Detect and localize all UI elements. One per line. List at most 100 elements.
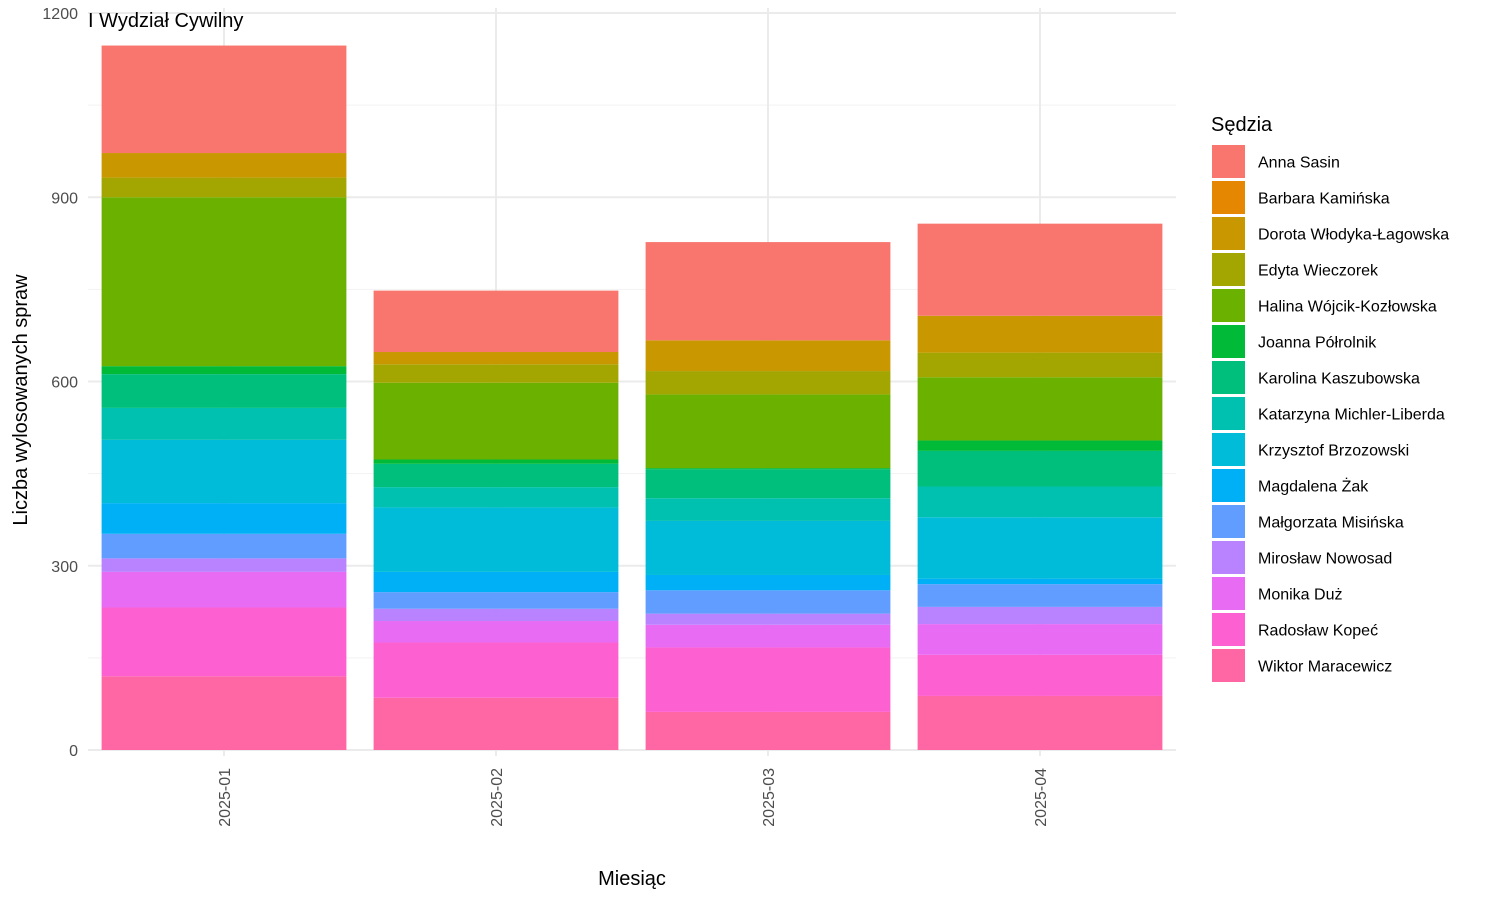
- legend-swatch: [1212, 577, 1245, 610]
- bar-segment: [101, 197, 347, 367]
- bar-segment: [101, 676, 347, 750]
- bar-segment: [373, 642, 619, 698]
- bar-segment: [917, 517, 1163, 579]
- legend-swatch: [1212, 145, 1245, 178]
- y-axis-label: Liczba wylosowanych spraw: [10, 274, 32, 526]
- chart-title: I Wydział Cywilny: [88, 10, 243, 32]
- bar-segment: [917, 606, 1163, 625]
- bar-segment: [373, 487, 619, 508]
- bar-segment: [645, 340, 891, 372]
- legend-label: Małgorzata Misińska: [1258, 515, 1404, 532]
- bar-segment: [101, 571, 347, 608]
- bar-segment: [645, 613, 891, 625]
- bar-segment: [101, 177, 347, 198]
- bar-segment: [645, 371, 891, 395]
- bar-segment: [373, 290, 619, 353]
- bar-segment: [917, 578, 1163, 585]
- y-tick-label: 0: [69, 743, 78, 760]
- legend-label: Monika Duż: [1258, 587, 1342, 604]
- legend-swatch: [1212, 649, 1245, 682]
- bars: [101, 45, 1163, 750]
- bar-segment: [645, 468, 891, 470]
- legend-label: Dorota Włodyka-Łagowska: [1258, 227, 1449, 244]
- bar-segment: [917, 624, 1163, 655]
- bar-segment: [917, 584, 1163, 607]
- legend-swatch: [1212, 505, 1245, 538]
- bar-segment: [645, 394, 891, 469]
- bar-segment: [645, 647, 891, 712]
- legend-label: Magdalena Żak: [1258, 477, 1369, 496]
- x-tick-label: 2025-03: [761, 768, 778, 827]
- bar-segment: [917, 315, 1163, 353]
- legend-swatch: [1212, 433, 1245, 466]
- legend-swatch: [1212, 361, 1245, 394]
- legend-label: Wiktor Maracewicz: [1258, 659, 1392, 676]
- bar-segment: [101, 366, 347, 375]
- legend-label: Katarzyna Michler-Liberda: [1258, 407, 1445, 424]
- bar-segment: [917, 440, 1163, 451]
- bar-segment: [917, 654, 1163, 696]
- bar-segment: [101, 558, 347, 572]
- bar-segment: [373, 382, 619, 460]
- bar-segment: [101, 153, 347, 178]
- y-tick-label: 900: [51, 190, 78, 207]
- legend-label: Radosław Kopeć: [1258, 623, 1378, 640]
- legend-title: Sędzia: [1211, 114, 1273, 136]
- x-tick-label: 2025-01: [217, 768, 234, 827]
- bar-segment: [373, 621, 619, 643]
- bar-segment: [917, 695, 1163, 750]
- bar-segment: [101, 503, 347, 534]
- bar-segment: [373, 592, 619, 609]
- bar-segment: [645, 711, 891, 750]
- bar-segment: [373, 459, 619, 464]
- legend-label: Anna Sasin: [1258, 155, 1340, 172]
- bar-segment: [917, 486, 1163, 518]
- bar-segment: [101, 607, 347, 677]
- x-tick-label: 2025-04: [1033, 768, 1050, 827]
- bar-segment: [645, 590, 891, 614]
- bar-segment: [645, 498, 891, 521]
- bar-segment: [373, 352, 619, 365]
- bar-segment: [373, 571, 619, 593]
- legend-label: Mirosław Nowosad: [1258, 551, 1392, 568]
- bar-segment: [917, 450, 1163, 487]
- legend: Sędzia Anna Sasin Barbara Kamińska Dorota …: [1211, 114, 1449, 682]
- legend-swatch: [1212, 217, 1245, 250]
- legend-label: Joanna Półrolnik: [1258, 335, 1377, 352]
- bar-segment: [101, 533, 347, 559]
- bar-segment: [373, 463, 619, 488]
- legend-swatch: [1212, 289, 1245, 322]
- y-tick-label: 600: [51, 375, 78, 392]
- legend-label: Edyta Wieczorek: [1258, 263, 1379, 280]
- bar-segment: [645, 242, 891, 341]
- bar-segment: [645, 624, 891, 648]
- legend-label: Karolina Kaszubowska: [1258, 371, 1420, 388]
- legend-label: Halina Wójcik-Kozłowska: [1258, 299, 1437, 316]
- legend-swatch: [1212, 397, 1245, 430]
- legend-label: Krzysztof Brzozowski: [1258, 443, 1409, 460]
- y-tick-label: 300: [51, 559, 78, 576]
- legend-label: Barbara Kamińska: [1258, 191, 1390, 208]
- legend-swatch: [1212, 541, 1245, 574]
- bar-segment: [373, 364, 619, 383]
- bar-segment: [917, 377, 1163, 441]
- bar-segment: [101, 439, 347, 504]
- bar-segment: [373, 608, 619, 622]
- bar-segment: [373, 697, 619, 750]
- bar-segment: [101, 374, 347, 408]
- bar-segment: [645, 574, 891, 591]
- bar-segment: [645, 469, 891, 499]
- legend-swatch: [1212, 469, 1245, 502]
- legend-swatch: [1212, 181, 1245, 214]
- bar-segment: [101, 407, 347, 440]
- y-tick-label: 1200: [42, 6, 78, 23]
- bar-segment: [917, 352, 1163, 378]
- bar-segment: [645, 520, 891, 575]
- legend-swatch: [1212, 613, 1245, 646]
- legend-swatch: [1212, 325, 1245, 358]
- x-tick-label: 2025-02: [489, 768, 506, 827]
- bar-segment: [101, 45, 347, 154]
- bar-segment: [373, 507, 619, 572]
